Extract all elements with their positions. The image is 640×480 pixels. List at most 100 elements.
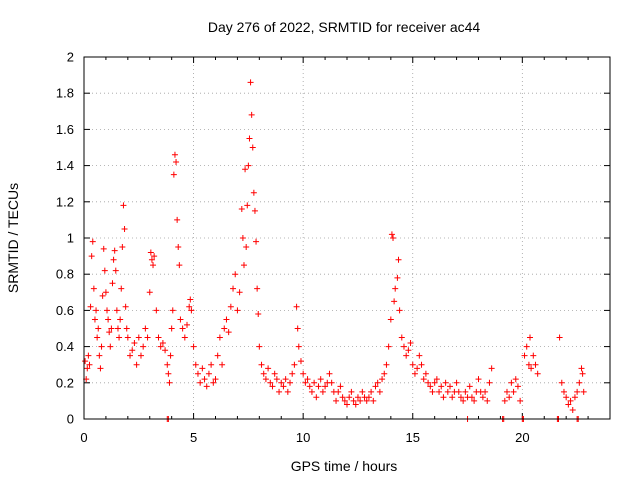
- data-point: [517, 397, 524, 404]
- data-point: [210, 379, 217, 386]
- data-point: [379, 376, 386, 383]
- data-point: [317, 376, 324, 383]
- data-point: [416, 352, 423, 359]
- data-point: [236, 289, 243, 296]
- y-axis-label: SRMTID / TECUs: [5, 183, 21, 293]
- data-point: [168, 325, 175, 332]
- data-point: [400, 343, 407, 350]
- data-point: [372, 383, 379, 390]
- data-point: [129, 347, 136, 354]
- data-point: [85, 352, 92, 359]
- data-point: [501, 397, 508, 404]
- data-point: [192, 361, 199, 368]
- data-point: [574, 388, 581, 395]
- data-point: [216, 334, 223, 341]
- data-point: [262, 376, 269, 383]
- plot-frame: [83, 56, 611, 420]
- y-tick-label: 0: [67, 412, 74, 427]
- data-point: [171, 151, 178, 158]
- data-point: [227, 303, 234, 310]
- data-point: [267, 379, 274, 386]
- data-point: [176, 262, 183, 269]
- data-point: [453, 379, 460, 386]
- data-point: [101, 267, 108, 274]
- data-point: [475, 376, 482, 383]
- data-point: [534, 370, 541, 377]
- data-point: [569, 406, 576, 413]
- data-point: [484, 397, 491, 404]
- data-point: [246, 135, 253, 142]
- data-point: [155, 334, 162, 341]
- data-point: [181, 334, 188, 341]
- data-point: [414, 365, 421, 372]
- data-point: [169, 307, 176, 314]
- data-point: [123, 325, 130, 332]
- data-point: [284, 388, 291, 395]
- data-point: [203, 383, 210, 390]
- y-tick-label: 1.2: [56, 194, 74, 209]
- data-point: [444, 388, 451, 395]
- data-point: [326, 370, 333, 377]
- data-point: [514, 383, 521, 390]
- data-point: [108, 325, 115, 332]
- data-point: [578, 365, 585, 372]
- y-tick-label: 0.4: [56, 339, 74, 354]
- data-point: [395, 256, 402, 263]
- data-point: [488, 365, 495, 372]
- data-point: [86, 361, 93, 368]
- data-point: [558, 379, 565, 386]
- data-point: [249, 144, 256, 151]
- data-point: [186, 303, 193, 310]
- data-point: [240, 262, 247, 269]
- data-point: [214, 352, 221, 359]
- data-point: [394, 274, 401, 281]
- data-point: [409, 361, 416, 368]
- data-point: [482, 388, 489, 395]
- data-point: [256, 343, 263, 350]
- data-point: [449, 394, 456, 401]
- data-point: [420, 376, 427, 383]
- data-point: [238, 206, 245, 213]
- data-point: [107, 343, 114, 350]
- data-point: [175, 244, 182, 251]
- data-point: [244, 202, 251, 209]
- data-point: [390, 235, 397, 241]
- data-point: [436, 388, 443, 395]
- data-point: [280, 383, 287, 390]
- data-point: [190, 343, 197, 350]
- data-point: [242, 166, 249, 173]
- data-point: [512, 376, 519, 383]
- data-point: [440, 394, 447, 401]
- data-point: [159, 339, 166, 346]
- data-point: [411, 370, 418, 377]
- data-point: [506, 394, 513, 401]
- data-point: [232, 271, 239, 278]
- data-point: [225, 329, 232, 336]
- data-point: [157, 343, 164, 350]
- data-point: [173, 158, 180, 165]
- data-point: [97, 365, 104, 372]
- data-point: [560, 388, 567, 395]
- data-point: [322, 383, 329, 390]
- data-point: [170, 171, 177, 178]
- data-point: [528, 365, 535, 372]
- data-point: [116, 334, 123, 341]
- data-point: [137, 352, 144, 359]
- data-point: [403, 352, 410, 359]
- data-point: [431, 379, 438, 386]
- x-axis-label: GPS time / hours: [291, 458, 398, 474]
- data-point: [258, 361, 265, 368]
- x-tick-label: 5: [190, 430, 197, 445]
- data-point: [165, 370, 172, 377]
- data-point: [304, 376, 311, 383]
- grid-lines: [84, 57, 610, 419]
- data-point: [150, 262, 157, 269]
- data-point: [556, 334, 563, 341]
- y-tick-label: 0.8: [56, 267, 74, 282]
- data-point: [291, 361, 298, 368]
- data-point: [212, 376, 219, 383]
- data-point: [530, 352, 537, 359]
- data-point: [208, 361, 215, 368]
- data-point: [243, 244, 250, 251]
- data-point: [365, 394, 372, 401]
